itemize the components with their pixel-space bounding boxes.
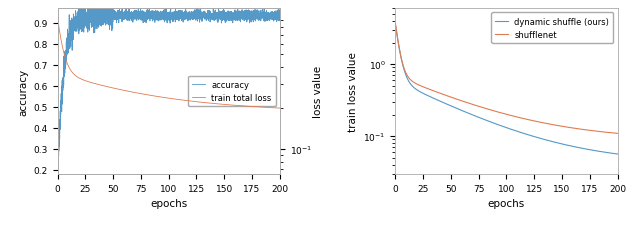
accuracy	[276, 14, 284, 17]
train total loss	[54, 18, 61, 20]
shufflenet	[596, 131, 604, 133]
accuracy	[258, 15, 266, 18]
accuracy	[215, 18, 223, 21]
Y-axis label: loss value: loss value	[313, 66, 323, 117]
dynamic shuffle (ours)	[485, 120, 493, 123]
accuracy	[269, 19, 277, 22]
train total loss	[147, 95, 155, 97]
dynamic shuffle (ours)	[486, 121, 494, 124]
Line: shufflenet: shufflenet	[396, 24, 618, 134]
train total loss	[269, 107, 277, 110]
shufflenet	[486, 109, 494, 112]
dynamic shuffle (ours)	[607, 152, 614, 155]
dynamic shuffle (ours)	[614, 153, 621, 156]
shufflenet	[607, 132, 614, 134]
Line: accuracy: accuracy	[58, 9, 280, 172]
shufflenet	[553, 124, 561, 127]
shufflenet	[614, 132, 621, 135]
accuracy	[74, 8, 82, 11]
X-axis label: epochs: epochs	[150, 198, 188, 208]
train total loss	[215, 103, 223, 106]
dynamic shuffle (ours)	[392, 24, 399, 27]
train total loss	[149, 95, 157, 98]
train total loss	[258, 106, 266, 109]
accuracy	[159, 12, 167, 15]
Legend: accuracy, train total loss: accuracy, train total loss	[188, 76, 276, 107]
Legend: dynamic shuffle (ours), shufflenet: dynamic shuffle (ours), shufflenet	[491, 13, 613, 44]
train total loss	[276, 107, 284, 110]
Line: dynamic shuffle (ours): dynamic shuffle (ours)	[396, 25, 618, 154]
Line: train total loss: train total loss	[58, 19, 280, 109]
accuracy	[54, 170, 61, 173]
shufflenet	[485, 109, 493, 111]
accuracy	[54, 167, 61, 170]
X-axis label: epochs: epochs	[488, 198, 525, 208]
dynamic shuffle (ours)	[553, 142, 561, 144]
dynamic shuffle (ours)	[596, 150, 604, 153]
train total loss	[159, 97, 167, 99]
dynamic shuffle (ours)	[497, 125, 505, 128]
shufflenet	[497, 112, 505, 115]
shufflenet	[392, 23, 399, 26]
Y-axis label: accuracy: accuracy	[18, 68, 28, 115]
accuracy	[147, 17, 155, 20]
accuracy	[149, 16, 157, 19]
Y-axis label: train loss value: train loss value	[348, 52, 358, 131]
